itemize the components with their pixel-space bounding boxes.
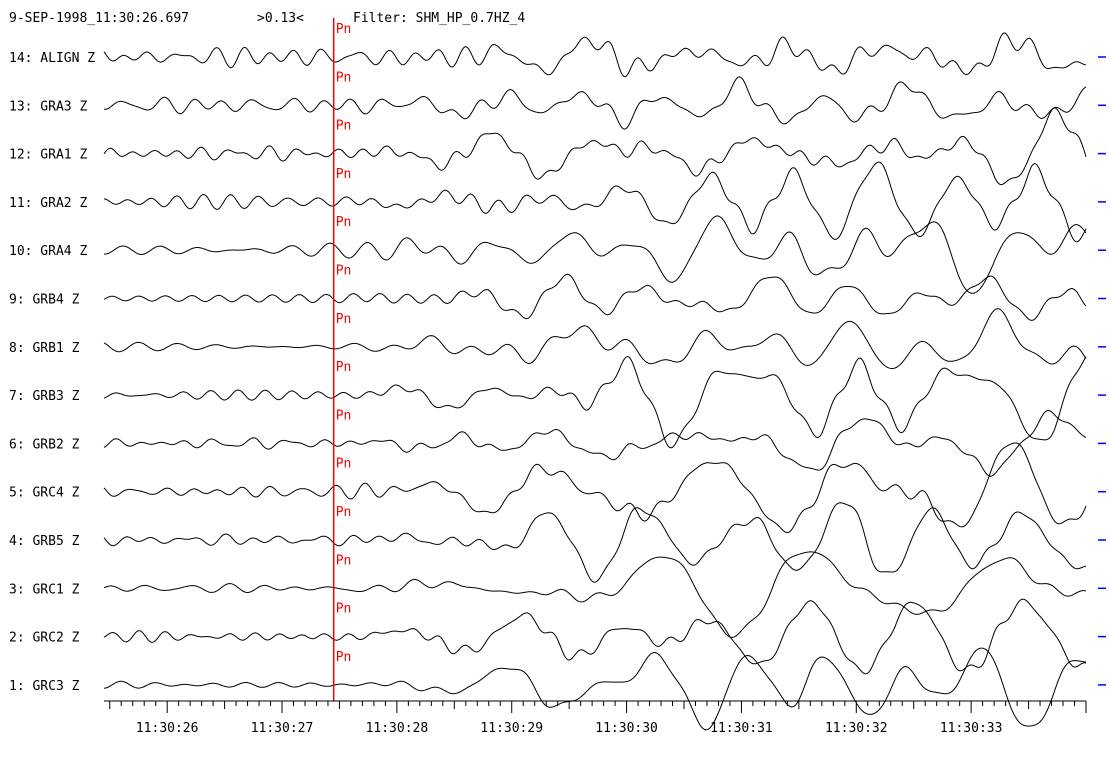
pick-label: Pn [336, 22, 352, 37]
trace-label[interactable]: 8: GRB1 Z [9, 341, 80, 356]
traces-group [103, 32, 1087, 731]
trace-line [103, 273, 1087, 321]
x-tick-label: 11:30:32 [825, 721, 888, 736]
pick-label: Pn [336, 457, 352, 472]
trace-label-bg [8, 534, 81, 549]
header-timestamp: 9-SEP-1998_11:30:26.697 [9, 11, 190, 26]
trace-line [103, 32, 1087, 78]
trace-line [103, 647, 1087, 731]
trace-label[interactable]: 7: GRB3 Z [9, 389, 80, 404]
trace-label[interactable]: 1: GRC3 Z [9, 679, 80, 694]
trace-line [103, 76, 1087, 130]
trace-label-bg [8, 147, 89, 163]
trace-line [103, 598, 1087, 675]
x-tick-label: 11:30:30 [595, 721, 658, 736]
trace-label[interactable]: 13: GRA3 Z [9, 99, 87, 114]
pick-label: Pn [336, 553, 352, 568]
trace-label-bg [8, 678, 81, 694]
pick-label: Pn [336, 602, 352, 617]
x-tick-label: 11:30:28 [366, 721, 429, 736]
pick-label: Pn [336, 312, 352, 327]
trace-line [103, 161, 1087, 243]
trace-label[interactable]: 3: GRC1 Z [9, 582, 80, 597]
pick-label: Pn [336, 408, 352, 423]
x-tick-label: 11:30:33 [940, 721, 1003, 736]
time-axis: 11:30:26 11:30:27 11:30:28 11:30:29 11:30:30… [104, 700, 1087, 736]
pick-label: Pn [336, 119, 352, 134]
trace-line [103, 308, 1087, 369]
trace-label-bg [8, 244, 89, 260]
trace-label-bg [8, 485, 81, 501]
trace-label[interactable]: 12: GRA1 Z [9, 148, 87, 163]
trace-label-bg [8, 582, 81, 598]
trace-label-bg [8, 630, 81, 646]
trace-label[interactable]: 2: GRC2 Z [9, 631, 80, 646]
pick-label: Pn [336, 650, 352, 665]
trace-labels-group: 14: ALIGN Z 13: GRA3 Z 12: GRA1 Z 11: GRA2 … [8, 51, 97, 694]
header-amplitude: >0.13< [257, 11, 304, 26]
trace-line [103, 551, 1087, 638]
trace-line [103, 502, 1087, 583]
pick-label: Pn [336, 505, 352, 520]
pick-label: Pn [336, 264, 352, 279]
right-markers-group [1098, 56, 1106, 686]
trace-label[interactable]: 10: GRA4 Z [9, 244, 87, 259]
trace-label[interactable]: 9: GRB4 Z [9, 293, 80, 308]
trace-line [103, 215, 1087, 294]
trace-label-bg [8, 51, 97, 66]
trace-line [103, 409, 1087, 477]
trace-line [103, 442, 1087, 534]
trace-label[interactable]: 11: GRA2 Z [9, 196, 87, 211]
pick-label: Pn [336, 360, 352, 375]
header-filter: Filter: SHM_HP_0.7HZ_4 [353, 11, 526, 26]
trace-label[interactable]: 4: GRB5 Z [9, 534, 80, 549]
trace-label[interactable]: 6: GRB2 Z [9, 437, 80, 452]
x-tick-label: 11:30:27 [251, 721, 314, 736]
trace-label[interactable]: 5: GRC4 Z [9, 486, 80, 501]
trace-line [103, 355, 1087, 449]
x-tick-label: 11:30:31 [710, 721, 773, 736]
trace-label-bg [8, 437, 81, 453]
trace-label-bg [8, 195, 89, 211]
pick-label: Pn [336, 215, 352, 230]
trace-line [103, 107, 1087, 186]
trace-label-bg [8, 340, 81, 356]
pick-labels-group: Pn Pn Pn Pn Pn Pn Pn Pn Pn Pn Pn Pn Pn Pn [332, 18, 352, 701]
trace-label-bg [8, 99, 89, 115]
x-tick-label: 11:30:29 [480, 721, 543, 736]
trace-label[interactable]: 14: ALIGN Z [9, 51, 95, 66]
trace-label-bg [8, 292, 81, 308]
pick-label: Pn [336, 70, 352, 85]
trace-label-bg [8, 389, 81, 405]
pick-label: Pn [336, 167, 352, 182]
x-tick-label: 11:30:26 [136, 721, 199, 736]
